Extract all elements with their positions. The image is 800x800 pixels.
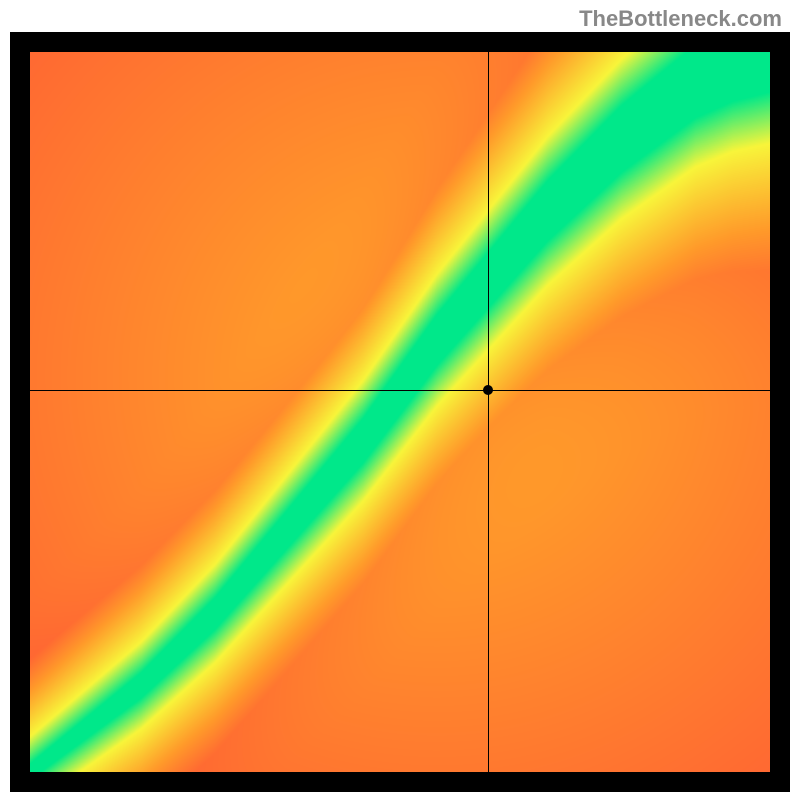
watermark-text: TheBottleneck.com (579, 6, 782, 32)
chart-frame (10, 32, 790, 792)
plot-area (30, 52, 770, 772)
crosshair-horizontal (30, 390, 770, 391)
crosshair-vertical (488, 52, 489, 772)
heatmap-canvas (30, 52, 770, 772)
data-point-marker (483, 385, 493, 395)
